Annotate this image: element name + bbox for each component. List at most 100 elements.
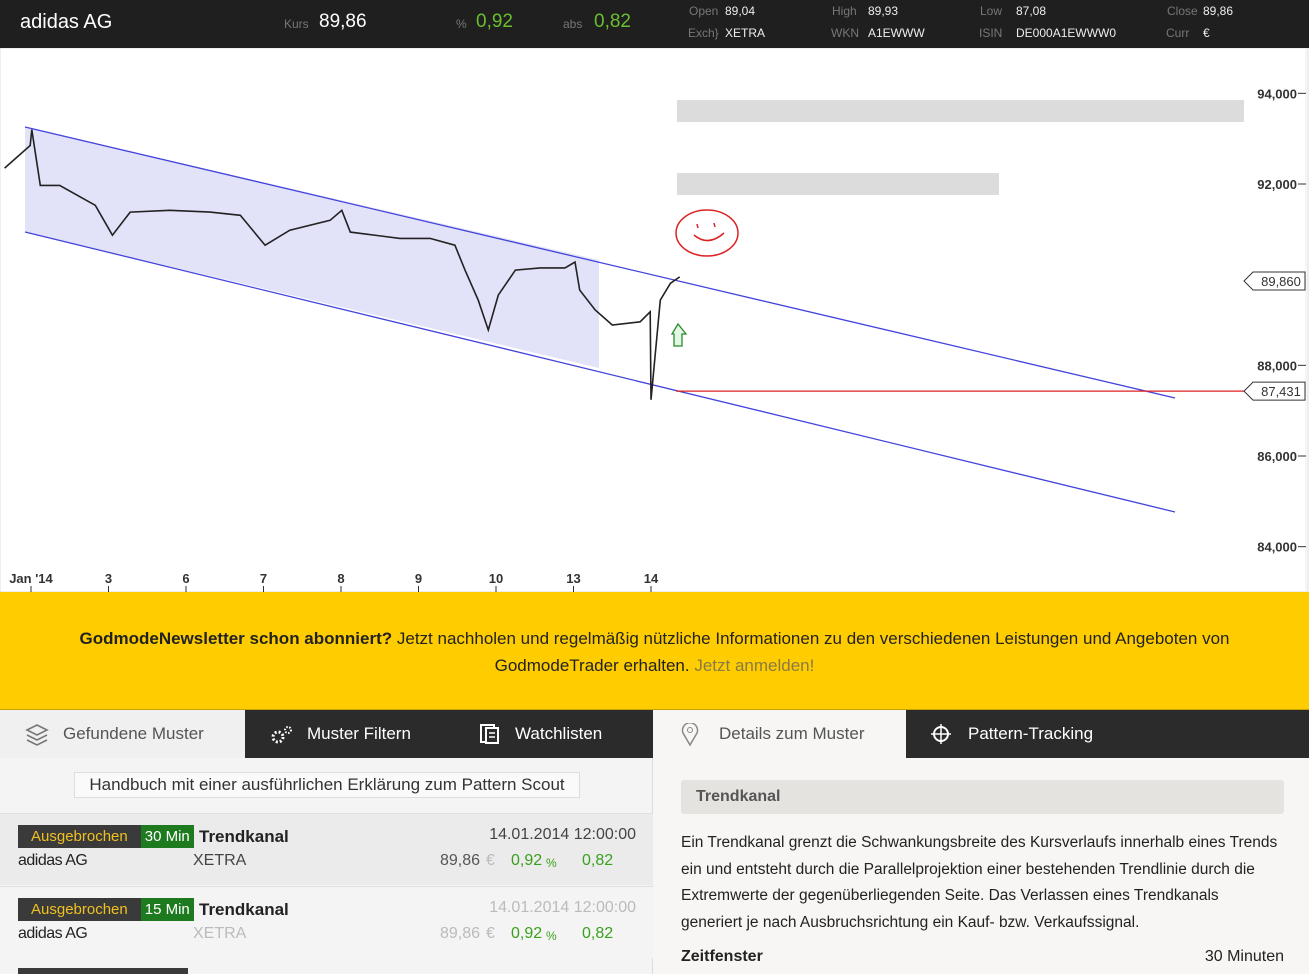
field-value: 87,08: [1016, 4, 1047, 18]
timeframe: 30 Min: [140, 825, 194, 848]
x-tick-label: 6: [182, 571, 189, 586]
quote-label: Kurs: [284, 17, 309, 31]
status-badge: Ausgebrochen 15 Min: [18, 898, 194, 921]
price-chart: 84,000 86,000 88,000 92,000 94,000 Jan '14 3 6 7…: [0, 48, 1309, 592]
details-title: Trendkanal: [681, 780, 1284, 814]
currency: €: [486, 925, 495, 942]
tab-found[interactable]: Gefundene Muster: [0, 710, 245, 758]
x-tick-label: 8: [337, 571, 344, 586]
quote-value: 0,92: [476, 11, 513, 32]
field-label: Exch}: [688, 26, 719, 40]
tab-label: Muster Filtern: [307, 724, 411, 743]
tab-watchlists[interactable]: Watchlisten: [460, 710, 653, 758]
stock-name: adidas AG: [20, 11, 113, 33]
pattern-row[interactable]: Ausgebrochen 15 Min Trendkanal 14.01.2014 1…: [0, 886, 653, 958]
field-label: Close: [1167, 4, 1198, 18]
field-value: 89,04: [725, 4, 756, 18]
price: 89,86: [439, 852, 480, 869]
banner-text: Jetzt nachholen und regelmäßig nützliche…: [396, 629, 1230, 675]
currency: €: [486, 852, 495, 869]
x-tick-label: 9: [415, 571, 422, 586]
tab-label: Pattern-Tracking: [968, 724, 1094, 743]
tab-label: Details zum Muster: [719, 724, 865, 743]
price-tag-label: 87,431: [1261, 384, 1301, 399]
change-abs: 0,82: [582, 925, 614, 942]
price-tag-label: 89,860: [1261, 274, 1301, 289]
y-tick-label: 94,000: [1257, 86, 1297, 101]
icon: [931, 724, 951, 744]
tab-filter[interactable]: Muster Filtern: [245, 710, 460, 758]
quote-label: abs: [563, 17, 583, 31]
status-badge: Ausgebrochen 30 Min: [18, 825, 194, 848]
field-label: WKN: [831, 26, 859, 40]
pattern-date: 14.01.2014 12:00:00: [489, 899, 636, 916]
exchange: XETRA: [193, 925, 247, 942]
y-tick-label: 84,000: [1257, 540, 1297, 555]
field-value: €: [1203, 26, 1210, 40]
pattern-name: Trendkanal: [199, 827, 289, 846]
price-tag: [1243, 381, 1306, 401]
field-label: Open: [689, 4, 719, 18]
x-tick-label: Jan '14: [9, 571, 53, 586]
field-label: Curr: [1166, 26, 1190, 40]
timeframe: 15 Min: [140, 898, 194, 921]
field-label: Low: [980, 4, 1003, 18]
breakout-arrow: [670, 322, 688, 347]
status: Ausgebrochen: [18, 825, 141, 848]
field-value: 89,86: [1203, 4, 1234, 18]
tab-details[interactable]: Details zum Muster: [653, 710, 906, 758]
pct-sign: %: [546, 856, 557, 870]
banner-bold: GodmodeNewsletter schon abonniert?: [79, 629, 393, 648]
quote-value: 89,86: [319, 11, 367, 32]
newsletter-banner: GodmodeNewsletter schon abonniert? Jetzt…: [0, 592, 1309, 710]
icon: [271, 726, 292, 744]
icon: [681, 723, 699, 747]
change-pct: 0,92: [511, 925, 543, 942]
handbook-button[interactable]: Handbuch mit einer ausführlichen Erkläru…: [74, 772, 580, 798]
status: Ausgebrochen: [18, 898, 141, 921]
tab-label: Gefundene Muster: [63, 724, 204, 743]
pattern-date: 14.01.2014 12:00:00: [489, 826, 636, 843]
quote-header: adidas AG Kurs 89,86 % 0,92 abs 0,82 Ope…: [0, 0, 1309, 48]
field-label: Zeitfenster: [681, 948, 763, 965]
price: 89,86: [439, 925, 480, 942]
field-label: High: [832, 4, 857, 18]
x-tick-label: 10: [489, 571, 503, 586]
x-tick-label: 3: [105, 571, 112, 586]
pattern-list-panel: Handbuch mit einer ausführlichen Erkläru…: [0, 758, 653, 974]
exchange: XETRA: [193, 852, 247, 869]
pattern-row[interactable]: Ausgebrochen 30 Min Trendkanal 14.01.2014 1…: [0, 813, 653, 885]
details-description: Ein Trendkanal grenzt die Schwankungsbre…: [681, 834, 1278, 931]
stock-name: adidas AG: [18, 852, 88, 869]
chart-background: [0, 48, 1309, 592]
details-panel: Trendkanal Ein Trendkanal grenzt die Sch…: [653, 758, 1309, 974]
quote-value: 0,82: [594, 11, 631, 32]
stock-name: adidas AG: [18, 925, 88, 942]
pct-sign: %: [546, 929, 557, 943]
zone-bar: [677, 173, 999, 195]
channel-upper: [24, 126, 1176, 399]
y-tick-label: 86,000: [1257, 449, 1297, 464]
price-tag: [1243, 271, 1306, 291]
pattern-row-partial: [18, 968, 188, 974]
x-tick-label: 13: [566, 571, 580, 586]
zone-bar: [677, 100, 1244, 122]
icon: [25, 724, 49, 746]
tab-label: Watchlisten: [515, 724, 603, 743]
field-value: A1EWWW: [868, 26, 925, 40]
quote-label: %: [456, 17, 467, 31]
change-abs: 0,82: [582, 852, 614, 869]
y-tick-label: 92,000: [1257, 177, 1297, 192]
field-label: ISIN: [979, 26, 1003, 40]
banner-link[interactable]: Jetzt anmelden!: [694, 656, 815, 675]
field-value: DE000A1EWWW0: [1016, 26, 1117, 40]
x-tick-label: 14: [644, 571, 659, 586]
channel-fill: [25, 127, 599, 368]
field-value: XETRA: [725, 26, 766, 40]
field-value: 30 Minuten: [1204, 948, 1284, 965]
icon: [480, 724, 499, 744]
x-tick-label: 7: [260, 571, 267, 586]
tab-tracking[interactable]: Pattern-Tracking: [906, 710, 1309, 758]
